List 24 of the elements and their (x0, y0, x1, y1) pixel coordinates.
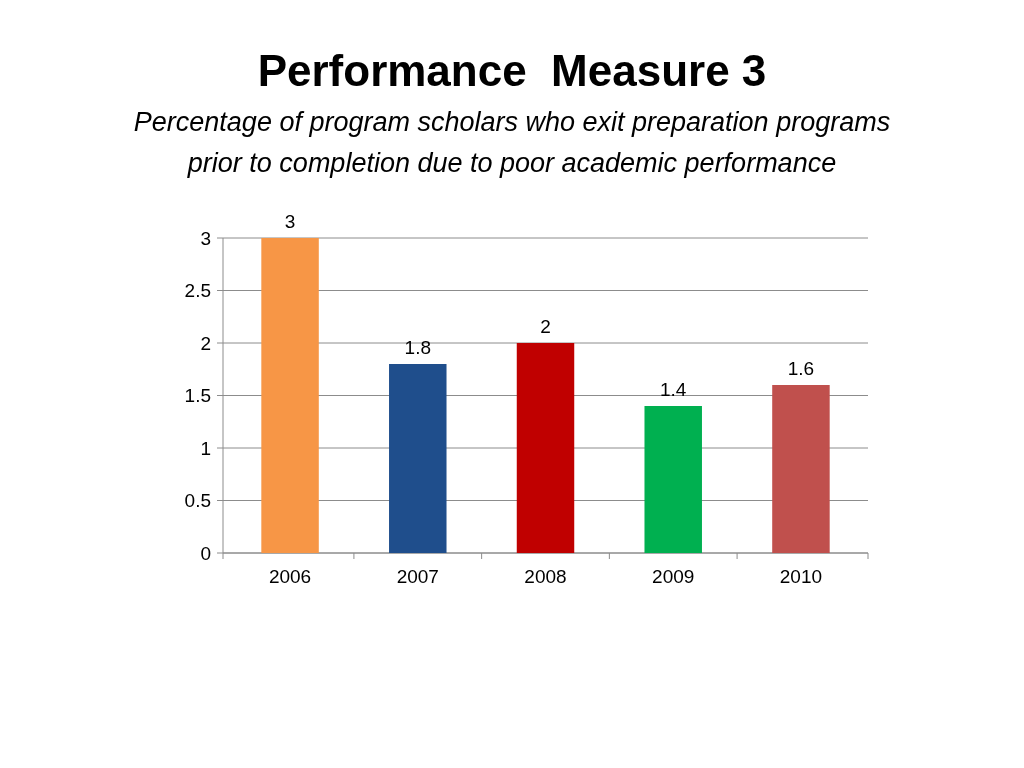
x-tick-label: 2006 (268, 566, 312, 587)
x-tick-label: 2008 (524, 566, 567, 587)
x-tick-label: 2010 (779, 566, 823, 587)
x-tick-label: 2009 (652, 566, 695, 587)
data-label: 1.6 (787, 358, 815, 379)
data-label: 1.8 (404, 337, 431, 358)
bar (772, 385, 830, 553)
y-tick-label: 1 (200, 437, 211, 459)
y-tick-label: 2 (200, 332, 211, 354)
data-label: 2 (540, 316, 551, 337)
y-tick-label: 2.5 (184, 280, 211, 302)
x-tick-label: 2007 (396, 566, 439, 587)
bar (516, 343, 575, 553)
bar (644, 406, 702, 553)
bar (389, 364, 447, 553)
chart-title: Performance Measure 3 (257, 46, 767, 95)
y-tick-label: 0 (200, 542, 211, 564)
y-tick-label: 1.5 (184, 385, 211, 407)
data-label: 1.4 (660, 379, 687, 400)
y-tick-label: 0.5 (184, 490, 211, 512)
y-tick-label: 3 (200, 227, 211, 249)
data-label: 3 (284, 211, 296, 232)
bar (261, 238, 319, 553)
chart-subtitle: Percentage of program scholars who exit preparation programs prior to completion due to poor academic performance (133, 107, 891, 178)
